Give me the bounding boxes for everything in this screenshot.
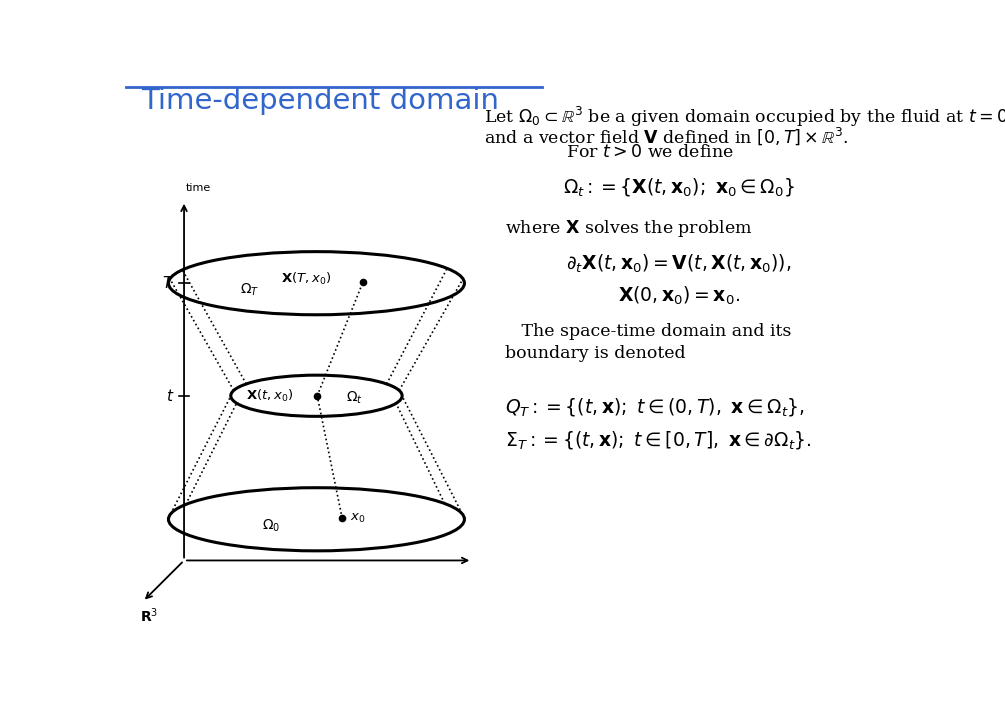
Text: $\Omega_t := \{\mathbf{X}(t, \mathbf{x}_0);\ \mathbf{x}_0 \in \Omega_0\}$: $\Omega_t := \{\mathbf{X}(t, \mathbf{x}_… — [563, 176, 795, 198]
Text: time: time — [186, 183, 211, 193]
Text: $Q_T := \{(t, \mathbf{x});\ t \in (0, T),\ \mathbf{x} \in \Omega_t\},$: $Q_T := \{(t, \mathbf{x});\ t \in (0, T)… — [505, 396, 805, 418]
Text: $\partial_t \mathbf{X}(t, \mathbf{x}_0) = \mathbf{V}(t, \mathbf{X}(t, \mathbf{x}: $\partial_t \mathbf{X}(t, \mathbf{x}_0) … — [566, 253, 791, 275]
Text: where $\mathbf{X}$ solves the problem: where $\mathbf{X}$ solves the problem — [505, 218, 753, 240]
Ellipse shape — [231, 375, 402, 416]
Text: $x_0$: $x_0$ — [350, 512, 366, 525]
Text: $\Omega_t$: $\Omega_t$ — [346, 389, 363, 406]
Text: $\mathbf{X}(0, \mathbf{x}_0) = \mathbf{x}_0.$: $\mathbf{X}(0, \mathbf{x}_0) = \mathbf{x… — [618, 285, 740, 307]
Text: The space-time domain and its: The space-time domain and its — [505, 323, 791, 340]
Text: $\mathbf{X}(t, x_0)$: $\mathbf{X}(t, x_0)$ — [246, 388, 293, 404]
Text: boundary is denoted: boundary is denoted — [505, 344, 685, 361]
Text: $t$: $t$ — [166, 388, 175, 404]
Text: Let $\Omega_0 \subset \mathbb{R}^3$ be a given domain occupied by the fluid at $: Let $\Omega_0 \subset \mathbb{R}^3$ be a… — [484, 105, 1005, 129]
Text: $\Omega_T$: $\Omega_T$ — [240, 282, 259, 298]
Text: $\Sigma_T := \{(t, \mathbf{x});\ t \in [0, T],\ \mathbf{x} \in \partial\Omega_t\: $\Sigma_T := \{(t, \mathbf{x});\ t \in [… — [505, 429, 812, 451]
Text: and a vector field $\mathbf{V}$ defined in $[0, T] \times \mathbb{R}^3$.: and a vector field $\mathbf{V}$ defined … — [484, 125, 849, 148]
Text: $\mathbf{R}^3$: $\mathbf{R}^3$ — [140, 606, 158, 625]
Text: $\Omega_0$: $\Omega_0$ — [262, 518, 280, 534]
Text: $T$: $T$ — [163, 275, 175, 291]
Text: For $t > 0$ we define: For $t > 0$ we define — [566, 144, 734, 161]
Text: Time-dependent domain: Time-dependent domain — [141, 87, 499, 116]
Text: $\mathbf{X}(T, x_0)$: $\mathbf{X}(T, x_0)$ — [281, 271, 332, 287]
